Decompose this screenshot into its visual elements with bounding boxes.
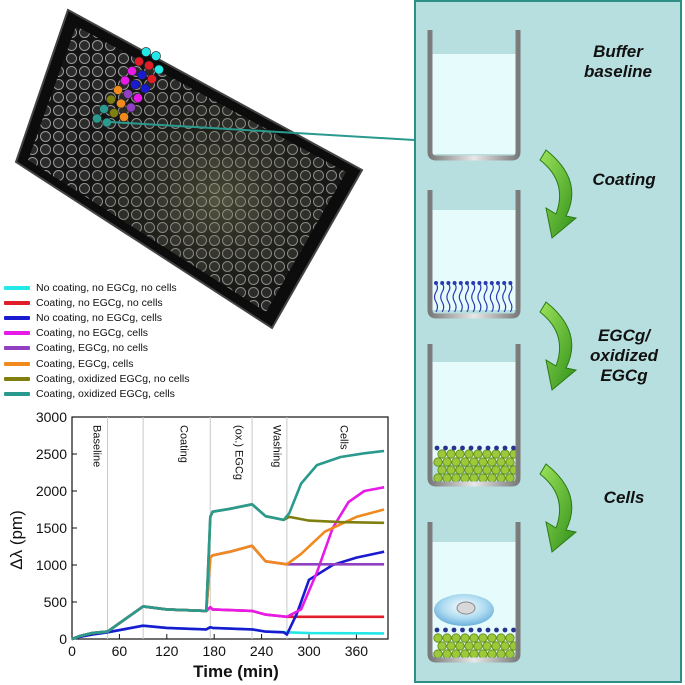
legend-label: Coating, EGCg, cells xyxy=(36,357,134,370)
legend-swatch xyxy=(4,376,30,381)
colored-wells xyxy=(92,47,164,128)
phase-label: Baseline xyxy=(90,425,102,467)
plate-well-marker xyxy=(119,112,129,122)
plate-well-marker xyxy=(133,93,143,103)
legend-item: Coating, no EGCg, no cells xyxy=(4,295,264,310)
plate-well-marker xyxy=(144,60,154,71)
legend-label: No coating, no EGCg, cells xyxy=(36,311,163,324)
connector-line xyxy=(109,121,415,141)
well-buffer xyxy=(427,30,521,161)
well-cells xyxy=(427,522,521,663)
phase-label: Coating xyxy=(177,425,189,463)
plate-well-marker xyxy=(109,108,119,118)
x-tick-label: 0 xyxy=(68,643,76,659)
x-tick-label: 60 xyxy=(112,643,128,659)
plate-well-marker xyxy=(127,66,137,76)
y-tick-label: 2500 xyxy=(36,446,67,462)
assay-steps-panel: Buffer baseline Coating EGCg/ oxidized E… xyxy=(414,0,682,683)
sensorgram-chart: 0 500 1000 1500 2000 2500 3000 0 60 120 180 240 300 3… xyxy=(7,409,389,681)
coating-layer xyxy=(433,281,513,313)
x-tick-label: 360 xyxy=(345,643,369,659)
legend-swatch xyxy=(4,285,30,290)
legend-swatch xyxy=(4,331,30,336)
legend-item: Coating, EGCg, no cells xyxy=(4,341,264,356)
flow-arrow-1 xyxy=(539,149,578,239)
y-tick-label: 1000 xyxy=(36,557,67,573)
y-tick-label: 0 xyxy=(59,631,67,647)
x-tick-label: 120 xyxy=(155,643,179,659)
microplate-photo xyxy=(14,8,415,330)
series-line-6 xyxy=(71,508,385,641)
stage-label-coating: Coating xyxy=(592,170,656,189)
plate-well-marker xyxy=(120,75,130,86)
legend-item: No coating, no EGCg, cells xyxy=(4,310,264,325)
plate-well-marker xyxy=(99,104,109,114)
plate-well-marker xyxy=(147,74,157,84)
chart-series xyxy=(71,449,385,641)
plate-well-marker xyxy=(140,83,150,94)
y-axis-label: Δλ (pm) xyxy=(7,510,26,570)
stage-label-cells: Cells xyxy=(603,488,645,507)
phase-markers: Baseline Coating (ox.) EGCg Washing Cells xyxy=(90,417,350,639)
stage-label-buffer: Buffer baseline xyxy=(583,42,653,81)
x-tick-label: 300 xyxy=(297,643,321,659)
legend-label: No coating, no EGCg, no cells xyxy=(36,281,177,294)
well-egcg xyxy=(427,344,521,487)
y-tick-label: 2000 xyxy=(36,483,67,499)
legend-label: Coating, oxidized EGCg, cells xyxy=(36,387,175,400)
plot-frame xyxy=(71,416,389,640)
plate-well-marker xyxy=(137,70,147,80)
plate-well-marker xyxy=(141,47,151,57)
legend-swatch xyxy=(4,300,30,305)
x-tick-label: 180 xyxy=(203,643,227,659)
well-coating xyxy=(427,190,521,319)
series-line-8 xyxy=(71,449,385,641)
plate-well-marker xyxy=(126,102,136,113)
legend-item: No coating, no EGCg, no cells xyxy=(4,280,264,295)
legend-swatch xyxy=(4,315,30,320)
plate-well-marker xyxy=(113,85,123,95)
chart-axes: 0 500 1000 1500 2000 2500 3000 0 60 120 180 240 300 3… xyxy=(36,409,389,659)
stage-label-egcg: EGCg/ oxidized EGCg xyxy=(589,326,658,385)
y-tick-label: 3000 xyxy=(36,409,67,425)
x-tick-label: 240 xyxy=(250,643,274,659)
plate-well-marker xyxy=(116,98,126,109)
legend-swatch xyxy=(4,361,30,366)
legend-item: Coating, oxidized EGCg, no cells xyxy=(4,371,264,386)
legend-item: Coating, EGCg, cells xyxy=(4,356,264,371)
legend-label: Coating, no EGCg, no cells xyxy=(36,296,163,309)
flow-arrow-3 xyxy=(539,463,578,553)
plate-well-marker xyxy=(123,89,133,99)
legend-item: Coating, no EGCg, cells xyxy=(4,326,264,341)
plate-well-marker xyxy=(134,56,144,67)
plate-well-marker xyxy=(130,79,140,90)
plate-well-marker xyxy=(106,94,116,105)
y-tick-label: 500 xyxy=(44,594,68,610)
cells-layer xyxy=(433,627,519,659)
phase-label: Washing xyxy=(271,425,283,467)
y-tick-label: 1500 xyxy=(36,520,67,536)
flow-arrow-2 xyxy=(539,301,578,391)
legend-swatch xyxy=(4,346,30,351)
legend: No coating, no EGCg, no cells Coating, no… xyxy=(4,280,264,402)
x-axis-label: Time (min) xyxy=(193,662,279,681)
plate-well-marker xyxy=(151,51,161,61)
legend-swatch xyxy=(4,391,30,396)
assay-steps-diagram xyxy=(427,30,578,663)
plate-well-marker xyxy=(154,64,164,75)
plate-well-marker xyxy=(92,113,102,124)
legend-label: Coating, no EGCg, cells xyxy=(36,327,149,340)
legend-label: Coating, EGCg, no cells xyxy=(36,342,149,355)
phase-label: Cells xyxy=(338,425,350,450)
legend-label: Coating, oxidized EGCg, no cells xyxy=(36,372,190,385)
legend-item: Coating, oxidized EGCg, cells xyxy=(4,386,264,401)
phase-label: (ox.) EGCg xyxy=(233,425,245,480)
